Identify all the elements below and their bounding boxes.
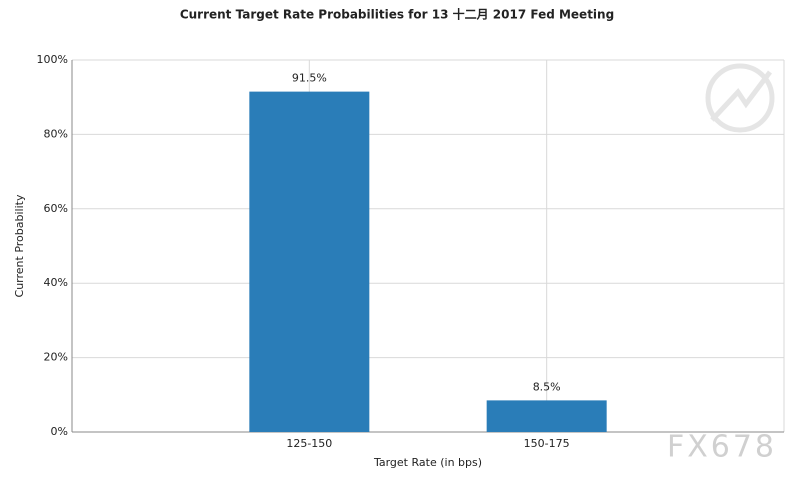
x-tick-label: 150-175	[524, 437, 570, 450]
y-tick-label: 0%	[51, 425, 68, 438]
x-axis-label: Target Rate (in bps)	[373, 456, 482, 469]
y-tick-label: 100%	[37, 53, 68, 66]
y-tick-label: 60%	[44, 202, 68, 215]
value-label: 8.5%	[533, 380, 561, 393]
y-tick-label: 40%	[44, 276, 68, 289]
y-tick-label: 20%	[44, 351, 68, 364]
bar	[486, 400, 607, 432]
x-tick-label: 125-150	[286, 437, 332, 450]
chart-title: Current Target Rate Probabilities for 13…	[180, 7, 614, 22]
watermark: FX678	[667, 430, 777, 465]
logo	[705, 63, 775, 133]
y-tick-label: 80%	[44, 127, 68, 140]
value-label: 91.5%	[292, 72, 327, 85]
bar	[249, 91, 370, 433]
y-axis-label: Current Probability	[13, 194, 26, 297]
